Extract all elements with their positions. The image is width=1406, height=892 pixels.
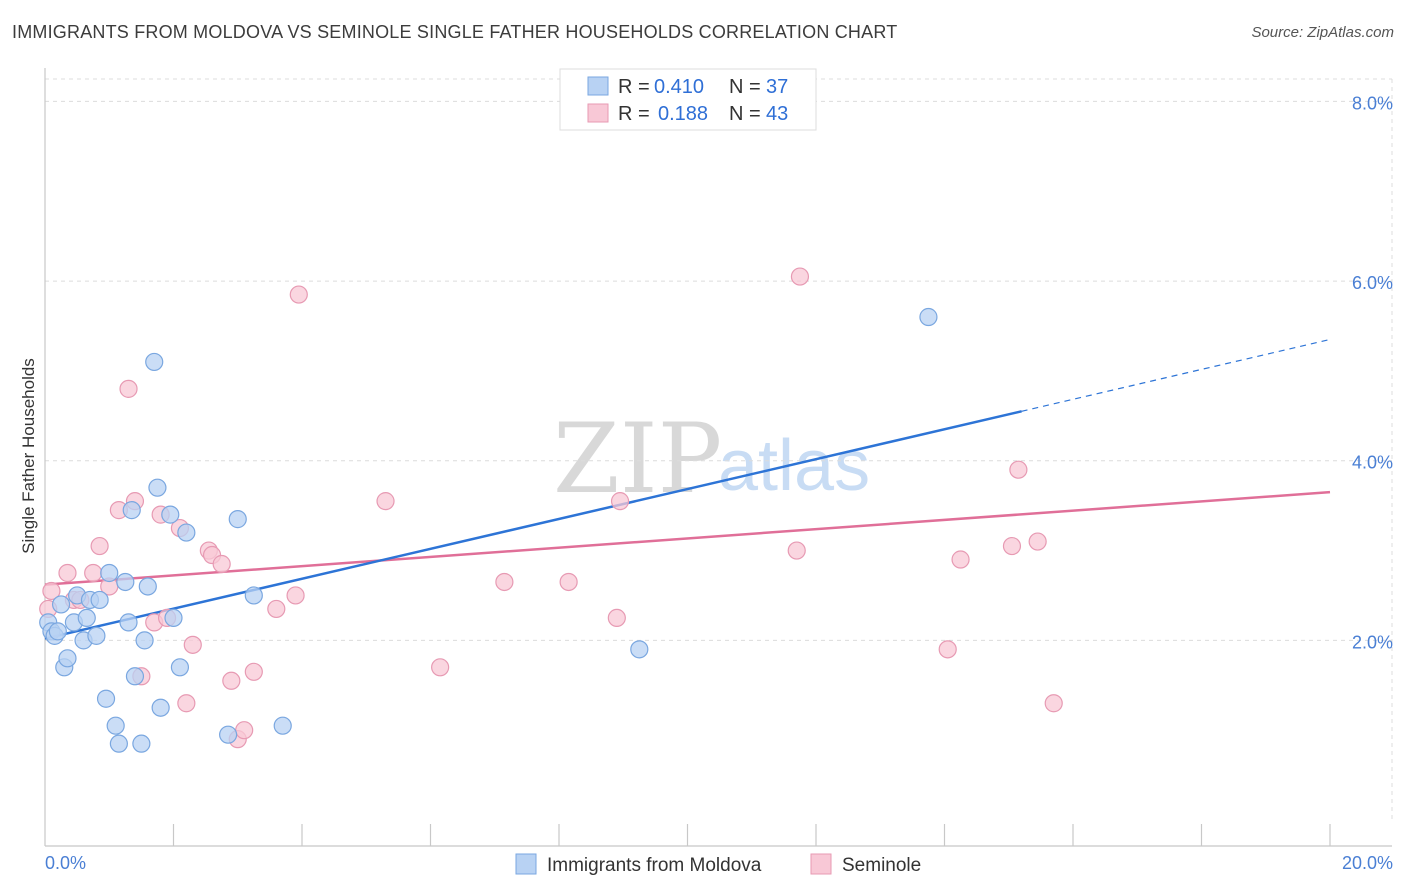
legend-r-label-1: R =	[618, 76, 650, 98]
point-moldova-10	[77, 608, 96, 628]
point-seminole-2	[58, 563, 77, 583]
point-moldova-33	[228, 510, 247, 529]
point-moldova-13	[90, 590, 109, 610]
watermark-atlas: atlas	[718, 426, 870, 506]
bottom-legend-swatch-moldova	[515, 853, 537, 875]
point-moldova-14	[96, 689, 116, 708]
x-tick-label-1: 20.0%	[1342, 853, 1393, 873]
legend-r-label-2: R =	[618, 103, 650, 125]
point-moldova-34	[244, 586, 263, 605]
point-moldova-22	[132, 734, 151, 753]
legend-n-label-1: N =	[729, 76, 761, 98]
y-axis-label: Single Father Households	[19, 358, 38, 554]
point-seminole-32	[607, 608, 626, 628]
point-moldova-12	[87, 626, 106, 645]
scatter-points	[39, 267, 1063, 753]
point-seminole-34	[787, 541, 806, 560]
point-seminole-29	[431, 658, 450, 677]
legend-swatch-moldova	[587, 76, 609, 96]
trendline-moldova	[44, 410, 1022, 640]
point-moldova-27	[151, 698, 170, 717]
y-tick-label-1: 4.0%	[1352, 453, 1393, 473]
point-seminole-21	[222, 671, 241, 690]
point-moldova-4	[51, 595, 71, 614]
point-moldova-31	[177, 523, 196, 542]
point-seminole-33	[610, 492, 630, 511]
gridlines	[45, 78, 1393, 820]
legend-top: R = 0.410 N = 37 R = 0.188 N = 43	[559, 68, 817, 131]
point-seminole-28	[376, 492, 395, 511]
legend-r-value-1: 0.410	[654, 76, 704, 98]
legend-swatch-seminole	[587, 103, 609, 123]
point-seminole-20	[212, 554, 231, 574]
point-moldova-16	[106, 716, 125, 735]
point-moldova-36	[630, 640, 649, 659]
point-seminole-39	[1009, 460, 1028, 479]
point-moldova-26	[148, 478, 167, 497]
point-seminole-31	[559, 572, 578, 592]
point-moldova-6	[58, 649, 77, 668]
point-seminole-23	[235, 721, 254, 740]
point-seminole-40	[1028, 532, 1047, 551]
point-seminole-6	[90, 536, 109, 556]
legend-n-label-2: N =	[729, 103, 761, 125]
tick-labels: 2.0% 4.0% 6.0% 8.0% 0.0% 20.0%	[45, 93, 1393, 873]
y-tick-label-2: 6.0%	[1352, 273, 1393, 293]
legend-r-value-2: 0.188	[658, 103, 708, 125]
point-moldova-25	[145, 352, 164, 372]
legend-n-value-1: 37	[766, 76, 788, 98]
point-moldova-32	[219, 725, 238, 744]
point-seminole-5	[84, 563, 103, 583]
x-tick-label-0: 0.0%	[45, 853, 86, 873]
bottom-legend-label-seminole: Seminole	[842, 855, 921, 876]
point-moldova-18	[116, 572, 135, 592]
point-seminole-9	[119, 379, 138, 398]
trendline-seminole	[44, 490, 1331, 586]
point-seminole-36	[938, 640, 957, 659]
point-moldova-35	[273, 716, 292, 735]
axes	[44, 68, 1392, 847]
watermark-zip: ZIP	[553, 403, 722, 515]
point-seminole-24	[244, 662, 263, 681]
point-seminole-37	[951, 550, 970, 569]
trendlines	[44, 338, 1331, 640]
bottom-legend-swatch-seminole	[810, 853, 832, 875]
point-seminole-30	[495, 572, 514, 592]
y-tick-label-3: 8.0%	[1352, 93, 1393, 113]
y-tick-label-0: 2.0%	[1352, 632, 1393, 652]
point-moldova-24	[138, 577, 157, 596]
point-moldova-37	[919, 307, 938, 327]
point-seminole-25	[267, 599, 286, 619]
point-moldova-15	[100, 563, 119, 583]
point-moldova-23	[135, 631, 154, 650]
point-moldova-17	[109, 734, 128, 753]
point-moldova-29	[164, 608, 183, 628]
point-seminole-27	[289, 285, 308, 304]
point-seminole-26	[286, 586, 305, 605]
legend-n-value-2: 43	[766, 103, 788, 125]
point-moldova-21	[125, 667, 145, 686]
bottom-legend-label-moldova: Immigrants from Moldova	[547, 855, 762, 876]
point-seminole-17	[183, 635, 202, 654]
point-moldova-3	[48, 622, 67, 641]
legend-bottom: Immigrants from Moldova Seminole	[515, 853, 921, 876]
chart-title: IMMIGRANTS FROM MOLDOVA VS SEMINOLE SING…	[12, 22, 898, 42]
point-seminole-41	[1044, 694, 1063, 713]
trendline-moldova-extension	[1021, 338, 1331, 412]
point-moldova-20	[122, 501, 141, 520]
point-moldova-30	[170, 658, 190, 677]
source-label: Source: ZipAtlas.com	[1251, 24, 1394, 41]
point-seminole-1	[42, 581, 61, 601]
point-moldova-19	[119, 613, 138, 632]
point-seminole-38	[1002, 536, 1022, 556]
point-moldova-28	[161, 505, 180, 524]
point-seminole-16	[177, 694, 196, 713]
point-seminole-35	[790, 267, 810, 286]
